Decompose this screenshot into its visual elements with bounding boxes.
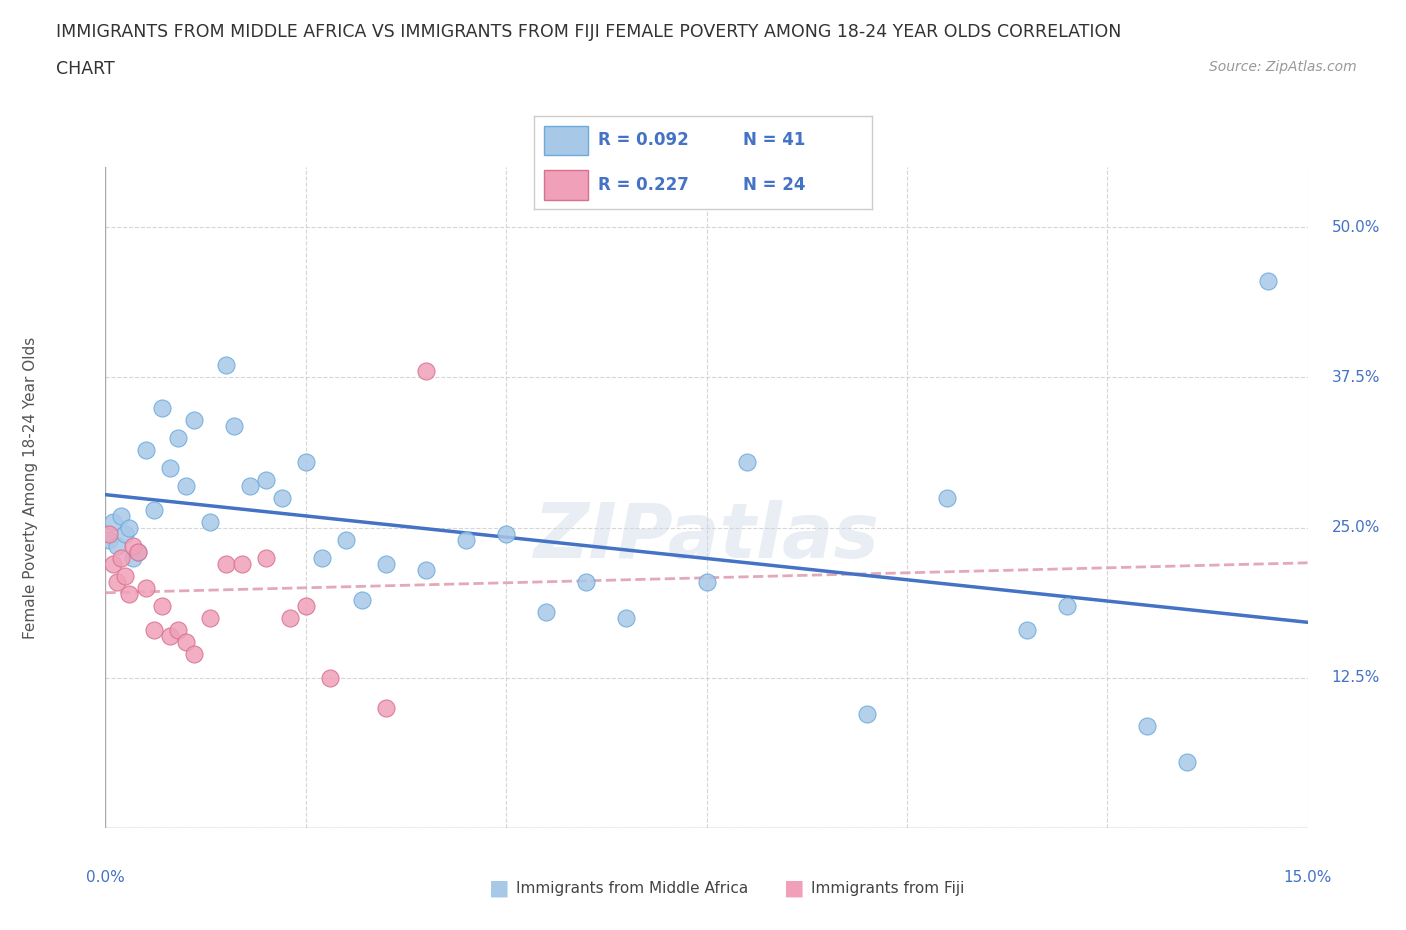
Point <box>214 358 236 373</box>
Point <box>135 580 157 595</box>
Point <box>495 526 517 541</box>
Point <box>127 544 149 559</box>
Text: 0.0%: 0.0% <box>86 870 125 884</box>
Point <box>103 556 125 571</box>
Point <box>575 574 598 589</box>
Text: ▪: ▪ <box>488 871 510 905</box>
Text: R = 0.092: R = 0.092 <box>599 131 689 150</box>
Text: Immigrants from Middle Africa: Immigrants from Middle Africa <box>516 881 748 896</box>
Point <box>350 592 373 607</box>
Point <box>114 568 136 583</box>
Point <box>174 634 197 649</box>
Text: N = 41: N = 41 <box>744 131 806 150</box>
Point <box>122 538 145 553</box>
Point <box>159 460 181 475</box>
Point <box>107 538 129 553</box>
Point <box>335 532 357 547</box>
Text: Source: ZipAtlas.com: Source: ZipAtlas.com <box>1209 60 1357 74</box>
Point <box>239 478 262 493</box>
Point <box>122 551 145 565</box>
Point <box>534 604 557 619</box>
Point <box>142 622 165 637</box>
Point <box>616 610 638 625</box>
Point <box>374 556 396 571</box>
Point <box>1136 718 1159 733</box>
Point <box>98 526 121 541</box>
Point <box>295 454 318 469</box>
Point <box>198 514 221 529</box>
Point <box>166 430 188 445</box>
Bar <box>544 170 588 200</box>
Point <box>270 490 292 505</box>
Point <box>456 532 478 547</box>
Point <box>374 700 396 715</box>
Text: CHART: CHART <box>56 60 115 78</box>
Point <box>142 502 165 517</box>
Point <box>1015 622 1038 637</box>
Point <box>254 551 277 565</box>
Text: Female Poverty Among 18-24 Year Olds: Female Poverty Among 18-24 Year Olds <box>24 338 38 640</box>
Point <box>198 610 221 625</box>
Point <box>183 412 205 427</box>
Point <box>1175 754 1198 769</box>
Point <box>150 400 173 415</box>
Point <box>311 551 333 565</box>
Point <box>110 508 132 523</box>
Point <box>231 556 253 571</box>
Text: ZIPatlas: ZIPatlas <box>533 500 880 574</box>
Bar <box>544 126 588 155</box>
Point <box>295 598 318 613</box>
Point <box>415 364 437 379</box>
Point <box>222 418 245 433</box>
Point <box>855 706 877 721</box>
Point <box>110 551 132 565</box>
Point <box>735 454 758 469</box>
Text: Immigrants from Fiji: Immigrants from Fiji <box>811 881 965 896</box>
Point <box>150 598 173 613</box>
Point <box>166 622 188 637</box>
Point <box>254 472 277 487</box>
Point <box>214 556 236 571</box>
Point <box>1257 274 1279 289</box>
Point <box>114 526 136 541</box>
Point <box>103 514 125 529</box>
Point <box>696 574 718 589</box>
Text: ▪: ▪ <box>783 871 806 905</box>
Point <box>159 628 181 643</box>
Point <box>127 544 149 559</box>
Point <box>936 490 959 505</box>
Text: 15.0%: 15.0% <box>1284 870 1331 884</box>
Text: N = 24: N = 24 <box>744 176 806 194</box>
Text: 50.0%: 50.0% <box>1331 219 1381 235</box>
Point <box>107 574 129 589</box>
Point <box>174 478 197 493</box>
Point <box>183 646 205 661</box>
Point <box>98 532 121 547</box>
Text: 25.0%: 25.0% <box>1331 520 1381 535</box>
Point <box>118 520 141 535</box>
Text: 12.5%: 12.5% <box>1331 671 1381 685</box>
Point <box>415 562 437 577</box>
Point <box>319 671 342 685</box>
Text: IMMIGRANTS FROM MIDDLE AFRICA VS IMMIGRANTS FROM FIJI FEMALE POVERTY AMONG 18-24: IMMIGRANTS FROM MIDDLE AFRICA VS IMMIGRA… <box>56 23 1122 41</box>
Point <box>1056 598 1078 613</box>
Point <box>118 586 141 601</box>
Point <box>135 442 157 457</box>
Text: 37.5%: 37.5% <box>1331 370 1381 385</box>
Text: R = 0.227: R = 0.227 <box>599 176 689 194</box>
Point <box>278 610 301 625</box>
